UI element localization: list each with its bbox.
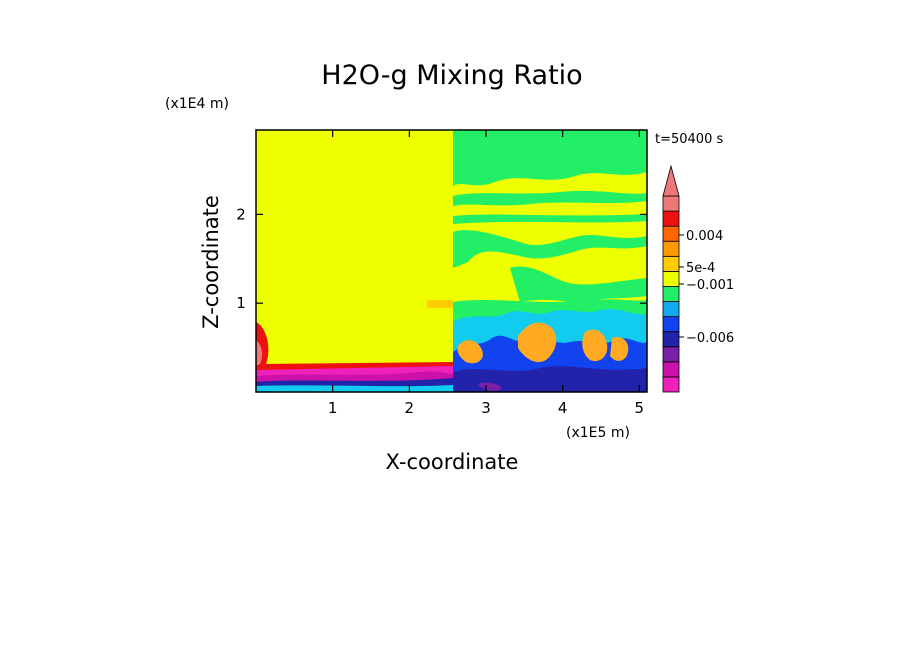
x-tick-label: 4: [558, 399, 568, 417]
colorbar-swatch: [662, 361, 680, 378]
colorbar-label: 5e-4: [686, 261, 715, 276]
region-orange-2: [457, 340, 483, 364]
colorbar-swatch: [662, 301, 680, 318]
axis-ticks: 1 2 3 4 5 1 2: [236, 130, 647, 417]
colorbar-swatch: [662, 255, 680, 272]
region-green-band-2: [453, 214, 647, 224]
plot-frame: [255, 129, 648, 393]
region-orange-3: [582, 329, 608, 362]
region-cyan-surface: [256, 385, 453, 392]
colorbar-label: −0.001: [686, 278, 734, 293]
plot-area: [256, 130, 647, 392]
colorbar-swatch: [662, 195, 680, 212]
chart-title: H2O-g Mixing Ratio: [321, 60, 582, 91]
colorbar: 0.004 5e-4 −0.001 −0.006: [662, 164, 734, 393]
x-axis-label: X-coordinate: [386, 450, 519, 474]
x-unit-label: (x1E5 m): [566, 425, 630, 441]
colorbar-swatch: [662, 376, 680, 393]
y-unit-label: (x1E4 m): [165, 96, 229, 112]
x-tick-label: 2: [405, 399, 415, 417]
x-tick-label: 1: [328, 399, 338, 417]
region-pink-left-edge: [256, 340, 263, 366]
colorbar-swatch: [662, 286, 680, 302]
colorbar-swatch: [662, 346, 680, 363]
region-green-band-4: [510, 266, 647, 304]
time-label: t=50400 s: [655, 132, 723, 147]
region-violet-speck: [478, 382, 501, 391]
field-right-half: [453, 130, 647, 392]
y-axis-label: Z-coordinate: [199, 195, 223, 329]
y-tick-label: 2: [236, 205, 246, 223]
region-green-band-1: [453, 190, 647, 206]
colorbar-swatch: [662, 331, 680, 348]
colorbar-swatch: [662, 270, 680, 287]
colorbar-swatch: [662, 210, 680, 227]
colorbar-swatch: [662, 316, 680, 333]
colorbar-swatch: [662, 225, 680, 242]
region-orange-patch: [427, 300, 453, 308]
x-tick-label: 3: [481, 399, 491, 417]
colorbar-swatch: [662, 240, 680, 257]
x-tick-label: 5: [635, 399, 645, 417]
y-tick-label: 1: [236, 294, 246, 312]
region-orange-4: [610, 336, 629, 361]
colorbar-label: −0.006: [686, 331, 734, 346]
colorbar-extend-arrow: [662, 164, 680, 197]
region-green-top: [453, 130, 647, 186]
region-orange-1: [518, 322, 557, 363]
region-navy: [453, 366, 647, 392]
colorbar-label: 0.004: [686, 229, 723, 244]
region-green-band-3: [453, 230, 647, 268]
